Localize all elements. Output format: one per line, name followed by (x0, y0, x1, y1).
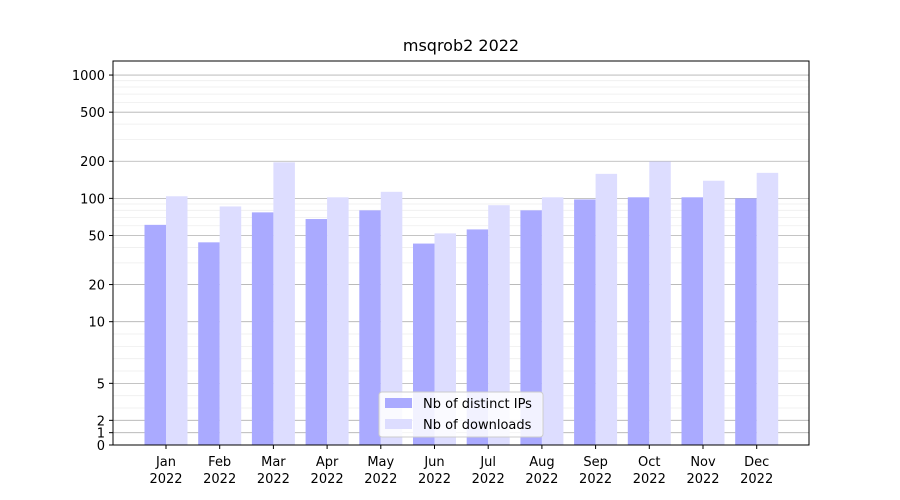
bar-distinct-ips (574, 199, 596, 445)
legend-swatch (385, 419, 412, 429)
x-tick-label-year: 2022 (633, 472, 666, 487)
legend: Nb of distinct IPs Nb of downloads (378, 391, 544, 438)
bar-distinct-ips (520, 210, 542, 445)
y-tick-label: 0 (97, 439, 105, 454)
x-tick-label-month: Nov (690, 455, 716, 470)
x-tick-label-month: Feb (208, 455, 231, 470)
bar-distinct-ips (466, 229, 489, 445)
x-tick-label-month: May (367, 455, 394, 470)
x-tick-label-month: Jul (479, 455, 496, 470)
y-tick-label: 200 (80, 155, 105, 170)
bar-distinct-ips (627, 197, 650, 445)
x-tick-label-year: 2022 (203, 472, 236, 487)
legend-box (378, 391, 544, 438)
chart-title: msqrob2 2022 (403, 36, 519, 55)
x-tick-label-month: Dec (744, 455, 769, 470)
bar-downloads (380, 191, 403, 445)
bar-downloads (541, 197, 564, 445)
y-tick-label: 100 (80, 192, 105, 207)
bar-downloads (166, 196, 188, 445)
y-tick-label: 50 (88, 229, 105, 244)
bar-distinct-ips (735, 198, 757, 445)
legend-swatch (385, 398, 412, 408)
bar-distinct-ips (198, 242, 220, 445)
x-tick-label-year: 2022 (364, 472, 397, 487)
bar-downloads (703, 180, 725, 445)
x-tick-label-month: Apr (316, 455, 339, 470)
x-tick-label-month: Sep (583, 455, 608, 470)
legend-label: Nb of downloads (423, 418, 532, 433)
bar-downloads (488, 205, 510, 445)
bars-layer (144, 161, 779, 446)
plot-frame (112, 60, 810, 446)
x-tick-label-month: Jan (155, 455, 176, 470)
x-tick-label-year: 2022 (740, 472, 773, 487)
bar-downloads (595, 173, 618, 445)
bar-downloads (327, 197, 349, 445)
x-tick-label-year: 2022 (311, 472, 344, 487)
x-tick-label-month: Aug (529, 455, 554, 470)
axes-layer: 012 5 10 20 50 100 200 500 1000 Jan 2022 Feb 2022 Mar… (72, 60, 810, 487)
x-tick-label-month: Jun (423, 455, 444, 470)
x-tick-label-year: 2022 (472, 472, 505, 487)
x-tick-label-year: 2022 (418, 472, 451, 487)
bar-distinct-ips (681, 197, 703, 445)
bar-downloads (756, 172, 779, 446)
x-tick-label-year: 2022 (579, 472, 612, 487)
x-tick-label-year: 2022 (149, 472, 182, 487)
y-tick-label: 1 (97, 427, 105, 442)
x-tick-label-month: Oct (638, 455, 660, 470)
x-tick-label-year: 2022 (257, 472, 290, 487)
y-tick-label: 1000 (72, 69, 105, 84)
y-tick-label: 20 (88, 279, 105, 294)
x-tick-label-year: 2022 (525, 472, 558, 487)
bar-downloads (273, 162, 295, 445)
bar-distinct-ips (305, 219, 328, 445)
bar-downloads (219, 206, 242, 445)
bar-distinct-ips (359, 210, 381, 445)
bar-downloads (649, 161, 671, 446)
y-tick-label: 500 (80, 106, 105, 121)
y-tick-label: 5 (97, 377, 105, 392)
y-tick-label: 2 (97, 414, 105, 429)
bar-distinct-ips (144, 224, 166, 445)
legend-label: Nb of distinct IPs (423, 397, 532, 412)
y-tick-label: 10 (88, 316, 105, 331)
x-tick-label-year: 2022 (686, 472, 719, 487)
x-tick-label-month: Mar (261, 455, 286, 470)
bar-distinct-ips (251, 212, 274, 445)
